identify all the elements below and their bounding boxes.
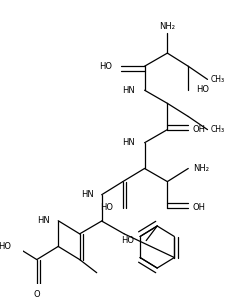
Text: HO: HO: [0, 242, 12, 251]
Text: HN: HN: [122, 138, 135, 147]
Text: HN: HN: [37, 216, 50, 225]
Text: OH: OH: [193, 125, 206, 134]
Text: CH₃: CH₃: [211, 75, 225, 84]
Text: HO: HO: [121, 236, 134, 245]
Text: HO: HO: [196, 85, 209, 94]
Text: NH₂: NH₂: [159, 22, 175, 31]
Text: OH: OH: [193, 204, 206, 212]
Text: O: O: [33, 290, 40, 298]
Text: HO: HO: [99, 62, 112, 71]
Text: NH₂: NH₂: [193, 164, 209, 173]
Text: HO: HO: [100, 204, 113, 212]
Text: HN: HN: [81, 190, 94, 199]
Text: HN: HN: [122, 86, 135, 95]
Text: CH₃: CH₃: [211, 125, 225, 134]
